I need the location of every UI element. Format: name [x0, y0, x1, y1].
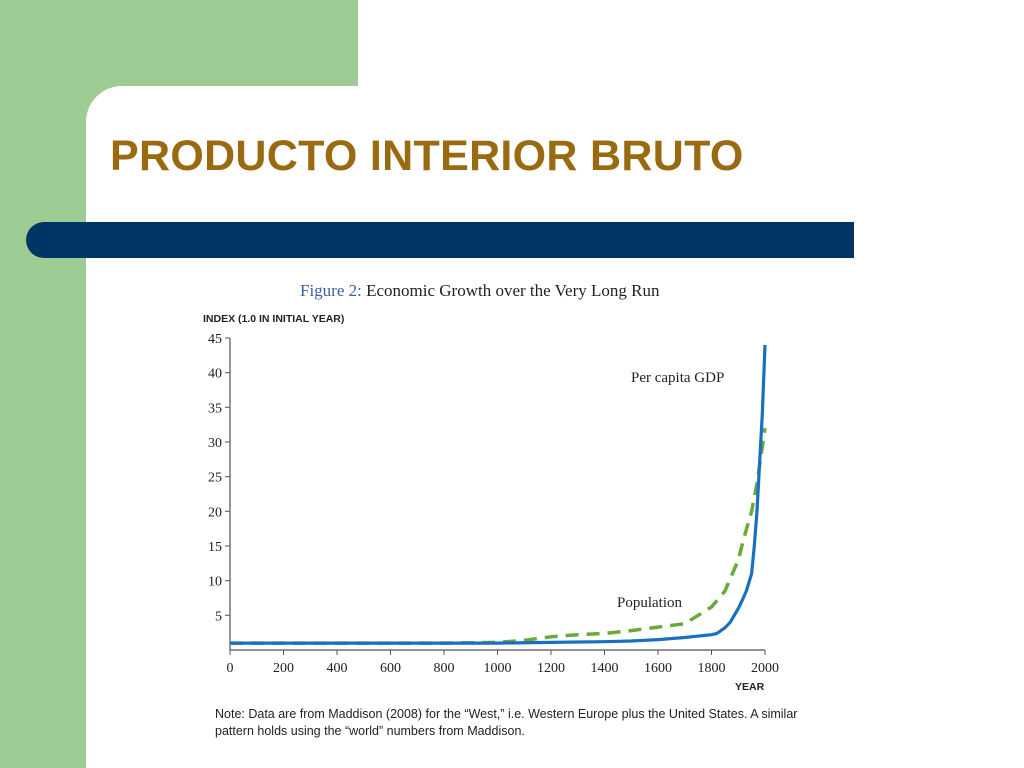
chart-series: [230, 344, 767, 645]
x-tick-label: 1800: [698, 661, 726, 676]
x-tick-label: 1000: [484, 661, 512, 676]
series-label-population: Population: [617, 595, 683, 611]
figure-caption: Figure 2: Economic Growth over the Very …: [300, 281, 659, 301]
x-tick-label: 1600: [644, 661, 672, 676]
x-tick-label: 800: [434, 661, 455, 676]
y-tick-label: 5: [215, 609, 222, 624]
y-tick-label: 20: [208, 505, 222, 520]
y-axis-title: INDEX (1.0 IN INITIAL YEAR): [203, 313, 345, 325]
y-tick-label: 30: [208, 436, 222, 451]
x-tick-label: 600: [380, 661, 401, 676]
y-tick-label: 25: [208, 471, 222, 486]
x-tick-label: 2000: [751, 661, 779, 676]
series-line-population: [230, 427, 767, 645]
y-tick-label: 40: [208, 367, 222, 382]
series-line-per-capita-gdp: [230, 344, 767, 645]
y-tick-label: 45: [208, 332, 222, 347]
x-tick-label: 1400: [591, 661, 619, 676]
x-tick-label: 200: [273, 661, 294, 676]
y-tick-label: 10: [208, 575, 222, 590]
x-axis-title: YEAR: [735, 681, 765, 693]
x-tick-label: 1200: [537, 661, 565, 676]
y-tick-label: 15: [208, 540, 222, 555]
content-card: [86, 86, 1024, 768]
slide-title: PRODUCTO INTERIOR BRUTO: [110, 132, 744, 180]
figure-note: Note: Data are from Maddison (2008) for …: [215, 707, 798, 738]
title-underline-bar: [26, 222, 854, 258]
figure-caption-text: Economic Growth over the Very Long Run: [366, 281, 660, 300]
series-label-per-capita-gdp: Per capita GDP: [631, 370, 724, 386]
x-tick-label: 0: [227, 661, 234, 676]
y-tick-label: 35: [208, 401, 222, 416]
figure-caption-number: Figure 2:: [300, 281, 362, 300]
x-tick-label: 400: [327, 661, 348, 676]
chart-ticks: 5 10 15 20 25 30 35 40 45 0 200 400 600 800 1000 1200 14…: [208, 332, 779, 676]
